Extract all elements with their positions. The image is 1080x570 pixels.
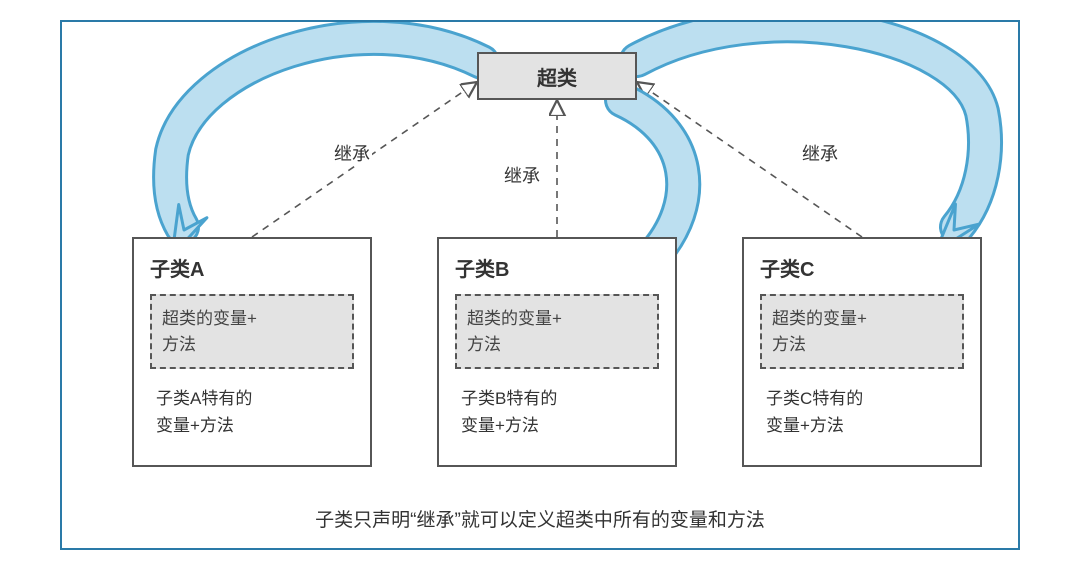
superclass-box: 超类 [477, 52, 637, 100]
superclass-label: 超类 [537, 62, 577, 91]
inherited-members-box: 超类的变量+方法 [455, 294, 659, 369]
subclass-box-C: 子类C 超类的变量+方法子类C特有的变量+方法 [742, 237, 982, 467]
inherit-label: 继承 [502, 162, 542, 188]
subclass-box-A: 子类A 超类的变量+方法子类A特有的变量+方法 [132, 237, 372, 467]
specific-members-text: 子类C特有的变量+方法 [760, 385, 964, 439]
subclass-box-B: 子类B 超类的变量+方法子类B特有的变量+方法 [437, 237, 677, 467]
inherited-members-box: 超类的变量+方法 [760, 294, 964, 369]
specific-members-text: 子类B特有的变量+方法 [455, 385, 659, 439]
subclass-title: 子类B [455, 253, 659, 282]
inherit-label: 继承 [800, 140, 840, 166]
subclass-title: 子类C [760, 253, 964, 282]
inherited-members-box: 超类的变量+方法 [150, 294, 354, 369]
diagram-canvas: 超类 子类A 超类的变量+方法子类A特有的变量+方法 子类B 超类的变量+方法子类B特… [60, 20, 1020, 550]
subclass-title: 子类A [150, 253, 354, 282]
specific-members-text: 子类A特有的变量+方法 [150, 385, 354, 439]
inherit-label: 继承 [332, 140, 372, 166]
